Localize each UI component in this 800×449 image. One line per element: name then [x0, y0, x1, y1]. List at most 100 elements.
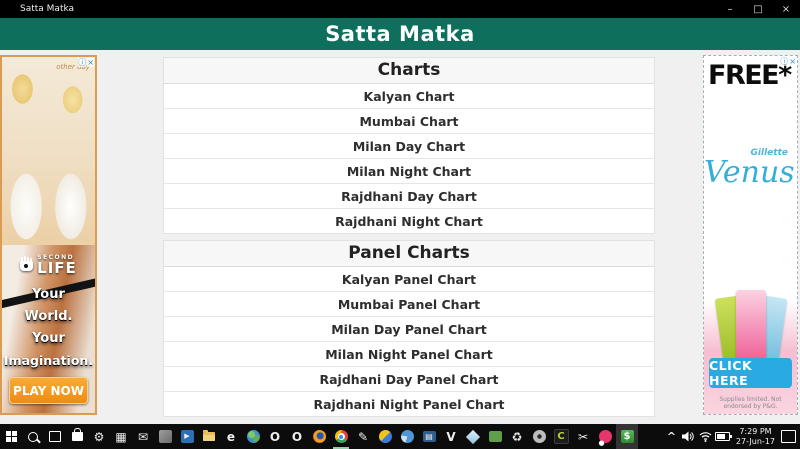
- adchoices-close-icon[interactable]: ×: [789, 57, 796, 66]
- link-milan-day-panel-chart[interactable]: Milan Day Panel Chart: [164, 317, 654, 342]
- left-ad-banner[interactable]: ⓘ × other day SECOND LIFE Your World. Yo…: [0, 55, 97, 415]
- link-kalyan-chart[interactable]: Kalyan Chart: [164, 84, 654, 109]
- link-rajdhani-day-panel-chart[interactable]: Rajdhani Day Panel Chart: [164, 367, 654, 392]
- taskbar-reader[interactable]: ▤: [418, 424, 440, 449]
- left-ad-tagline-1: Your: [32, 287, 65, 302]
- taskbar-opera[interactable]: O: [264, 424, 286, 449]
- link-milan-day-chart[interactable]: Milan Day Chart: [164, 134, 654, 159]
- maximize-button[interactable]: □: [753, 3, 763, 15]
- action-center-button[interactable]: [780, 424, 797, 449]
- taskbar-settings[interactable]: ⚙: [88, 424, 110, 449]
- start-button[interactable]: [0, 424, 22, 449]
- content-area: ⓘ × other day SECOND LIFE Your World. Yo…: [0, 50, 800, 424]
- link-mumbai-panel-chart[interactable]: Mumbai Panel Chart: [164, 292, 654, 317]
- taskbar-paint[interactable]: ✎: [352, 424, 374, 449]
- battery-shape: [714, 432, 732, 441]
- taskbar-film-reel[interactable]: [528, 424, 550, 449]
- adchoices-info-icon[interactable]: ⓘ: [78, 58, 87, 67]
- opera-white-icon: O: [291, 429, 303, 444]
- click-here-button[interactable]: CLICK HERE: [709, 358, 792, 388]
- task-view-icon: [49, 431, 61, 442]
- taskbar-opera-white[interactable]: O: [286, 424, 308, 449]
- taskbar-money-app[interactable]: $: [616, 424, 638, 449]
- taskbar-file-explorer[interactable]: [198, 424, 220, 449]
- taskbar-earth-browser[interactable]: [242, 424, 264, 449]
- taskbar-calculator[interactable]: ▦: [110, 424, 132, 449]
- window-title: Satta Matka: [20, 4, 75, 14]
- calculator-icon: ▦: [115, 429, 127, 444]
- taskbar-pink-badge[interactable]: ●: [594, 424, 616, 449]
- dollar-glyph: $: [623, 430, 631, 442]
- tray-date: 27-Jun-17: [735, 436, 775, 446]
- battery-icon[interactable]: [714, 424, 732, 449]
- second-life-hand-icon: [20, 256, 34, 271]
- task-view-button[interactable]: [44, 424, 66, 449]
- taskbar-photos[interactable]: [154, 424, 176, 449]
- system-tray: ^ 7:29 PM 27-Jun-17: [663, 424, 800, 449]
- action-center-icon: [781, 430, 796, 443]
- left-adchoices: ⓘ ×: [78, 58, 94, 67]
- search-icon: [28, 431, 38, 442]
- right-ad-banner[interactable]: ⓘ × FREE* Gillette Venus. CLICK HERE Sup…: [703, 55, 798, 415]
- store-bag-icon: [71, 428, 83, 441]
- tray-chevron-icon[interactable]: ^: [666, 430, 677, 443]
- taskbar-paper-3d[interactable]: [462, 424, 484, 449]
- opera-icon: O: [269, 429, 281, 444]
- tray-time: 7:29 PM: [739, 426, 772, 436]
- logo-second-text: SECOND: [37, 254, 75, 261]
- page-title: Satta Matka: [325, 22, 475, 46]
- link-rajdhani-night-chart[interactable]: Rajdhani Night Chart: [164, 209, 654, 233]
- reader-icon: ▤: [422, 431, 436, 442]
- link-milan-night-panel-chart[interactable]: Milan Night Panel Chart: [164, 342, 654, 367]
- right-adchoices: ⓘ ×: [780, 57, 796, 66]
- adchoices-close-icon[interactable]: ×: [87, 58, 94, 67]
- camtasia-icon: C: [553, 429, 569, 444]
- v-icon: V: [446, 429, 456, 444]
- window-titlebar: Satta Matka – □ ×: [0, 0, 800, 18]
- close-button[interactable]: ×: [781, 3, 791, 15]
- link-rajdhani-night-panel-chart[interactable]: Rajdhani Night Panel Chart: [164, 392, 654, 416]
- gillette-logo: Gillette: [750, 148, 788, 158]
- taskbar-travel-app[interactable]: [374, 424, 396, 449]
- scissors-icon: ✂: [577, 429, 589, 444]
- taskbar-v-app[interactable]: V: [440, 424, 462, 449]
- link-milan-night-chart[interactable]: Milan Night Chart: [164, 159, 654, 184]
- venus-logo: Venus.: [704, 155, 798, 190]
- photos-icon: [158, 430, 172, 443]
- panel-charts-heading: Panel Charts: [164, 241, 654, 267]
- taskbar-sync[interactable]: ♻: [506, 424, 528, 449]
- main-content: Charts Kalyan Chart Mumbai Chart Milan D…: [163, 57, 655, 423]
- taskbar-internet-explorer[interactable]: [396, 424, 418, 449]
- wifi-icon[interactable]: [697, 424, 714, 449]
- play-now-button[interactable]: PLAY NOW: [9, 377, 88, 404]
- c-glyph: C: [557, 430, 565, 442]
- tray-clock[interactable]: 7:29 PM 27-Jun-17: [736, 427, 775, 447]
- taskbar-firefox[interactable]: [308, 424, 330, 449]
- left-ad-tagline-4: Imagination.: [3, 353, 94, 368]
- taskbar-chrome[interactable]: [330, 424, 352, 449]
- razor-pack-pink: [735, 290, 766, 361]
- adchoices-info-icon[interactable]: ⓘ: [780, 57, 789, 66]
- taskbar-photo-editor[interactable]: [484, 424, 506, 449]
- charts-heading: Charts: [164, 58, 654, 84]
- photo-editor-icon: [488, 431, 502, 442]
- taskbar-mail[interactable]: ✉: [132, 424, 154, 449]
- taskbar-camtasia[interactable]: C: [550, 424, 572, 449]
- panel-charts-section: Panel Charts Kalyan Panel Chart Mumbai P…: [163, 240, 655, 417]
- link-rajdhani-day-chart[interactable]: Rajdhani Day Chart: [164, 184, 654, 209]
- taskbar-movies[interactable]: ▶: [176, 424, 198, 449]
- folder-icon: [203, 430, 215, 441]
- dot-glyph: ●: [598, 439, 605, 447]
- left-ad-tagline-2: World.: [24, 309, 73, 324]
- link-kalyan-panel-chart[interactable]: Kalyan Panel Chart: [164, 267, 654, 292]
- travel-globe-icon: [378, 430, 392, 443]
- paper-3d-icon: [465, 429, 481, 444]
- left-ad-tagline-3: Your: [32, 331, 65, 346]
- taskbar-snipping-tool[interactable]: ✂: [572, 424, 594, 449]
- taskbar-edge[interactable]: e: [220, 424, 242, 449]
- volume-icon[interactable]: [680, 424, 697, 449]
- taskbar-search[interactable]: [22, 424, 44, 449]
- link-mumbai-chart[interactable]: Mumbai Chart: [164, 109, 654, 134]
- minimize-button[interactable]: –: [727, 3, 733, 15]
- taskbar-store[interactable]: [66, 424, 88, 449]
